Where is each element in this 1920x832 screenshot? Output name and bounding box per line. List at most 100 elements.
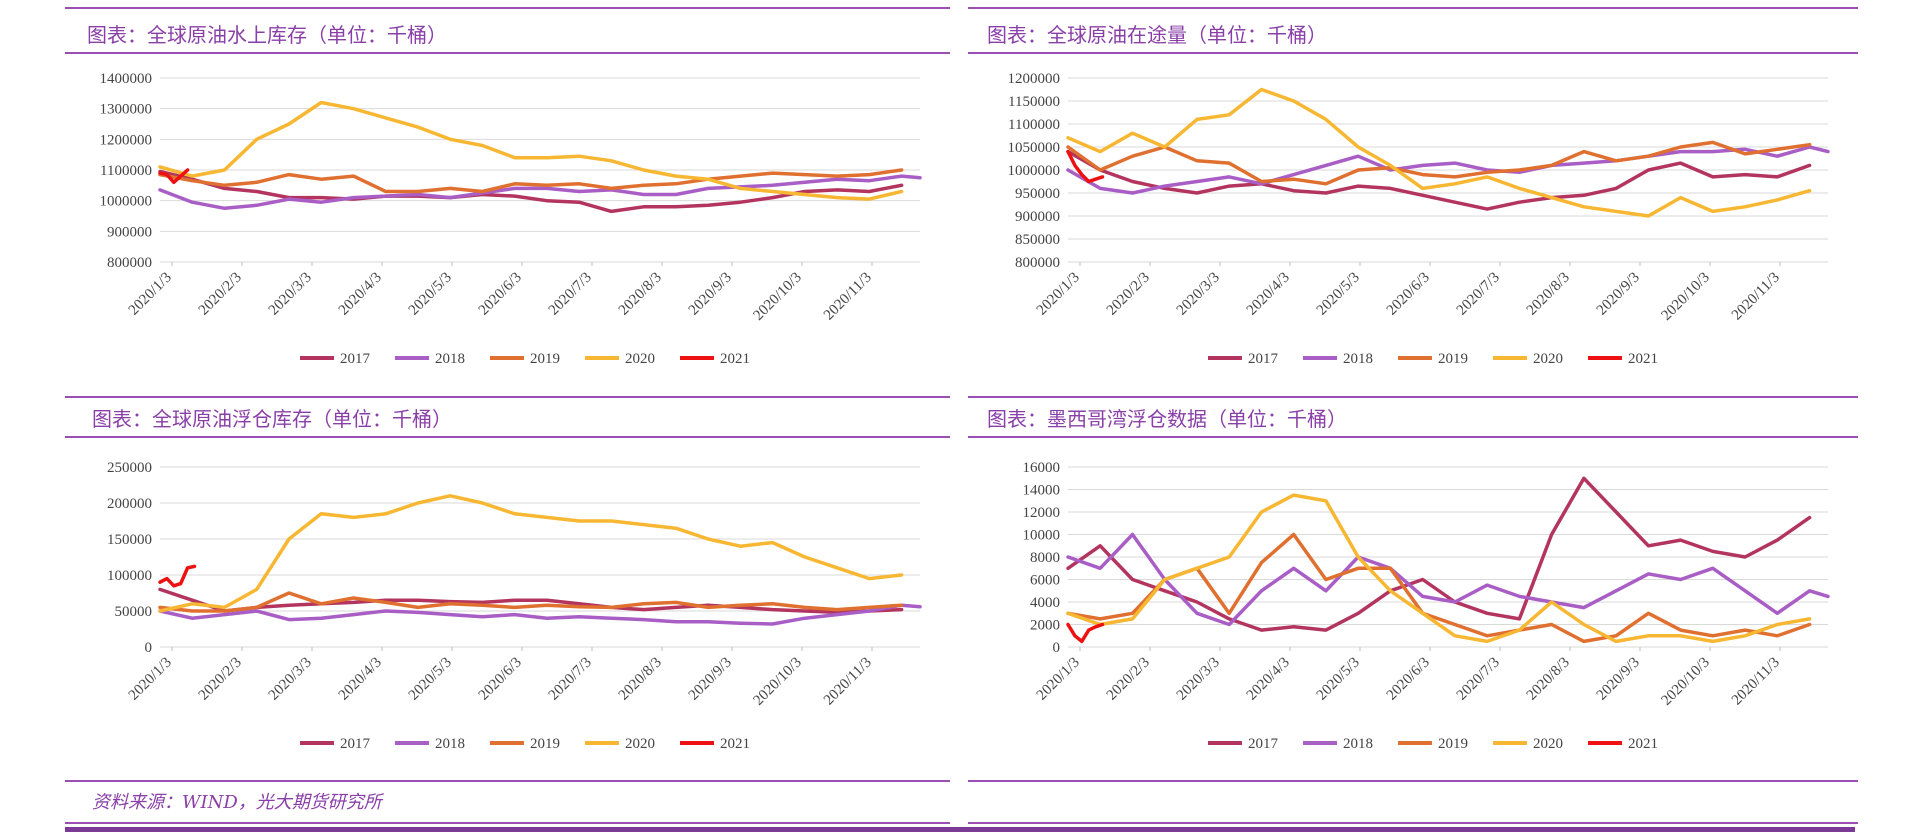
inventory-afloat-chart: 800000 900000 1000000 1100000 1200000 1300000… xyxy=(100,71,922,367)
source-right-rule xyxy=(968,780,1858,782)
x-tick-label: 2020/9/3 xyxy=(686,270,735,319)
series-line-2017 xyxy=(158,169,904,214)
chart-title: 图表：墨西哥湾浮仓数据（单位：千桶） xyxy=(987,407,1347,431)
x-tick-label: 2020/7/3 xyxy=(546,270,595,319)
x-tick-label: 2020/8/3 xyxy=(616,270,665,319)
panel-top-rule xyxy=(65,396,950,398)
legend-label-2021: 2021 xyxy=(1628,351,1658,367)
x-tick-label: 2020/2/3 xyxy=(196,655,245,704)
y-tick-label: 1150000 xyxy=(1008,94,1060,110)
y-tick-label: 2000 xyxy=(1030,618,1060,634)
y-tick-label: 1200000 xyxy=(1008,71,1061,87)
legend-label-2017: 2017 xyxy=(340,351,371,367)
series-line-2019 xyxy=(1066,140,1812,186)
x-tick-label: 2020/6/3 xyxy=(1384,270,1433,319)
y-tick-label: 1100000 xyxy=(100,163,152,179)
chart-title: 图表：全球原油水上库存（单位：千桶） xyxy=(87,23,447,47)
y-tick-label: 950000 xyxy=(1015,186,1060,202)
y-tick-label: 6000 xyxy=(1030,573,1060,589)
x-tick-label: 2020/1/3 xyxy=(126,655,175,704)
panel-top-rule xyxy=(968,7,1858,9)
footer-bar xyxy=(65,827,1855,832)
y-tick-label: 0 xyxy=(145,640,153,656)
chart-title: 图表：全球原油浮仓库存（单位：千桶） xyxy=(92,407,452,431)
x-tick-label: 2020/5/3 xyxy=(406,655,455,704)
series-line-2018 xyxy=(158,603,922,626)
legend-label-2019: 2019 xyxy=(530,736,560,752)
series-line-2018 xyxy=(1066,532,1830,627)
x-tick-label: 2020/3/3 xyxy=(266,655,315,704)
y-tick-label: 10000 xyxy=(1023,528,1061,544)
legend-label-2020: 2020 xyxy=(1533,351,1563,367)
y-tick-label: 1400000 xyxy=(100,71,153,87)
series-line-2018 xyxy=(158,174,922,211)
legend-label-2017: 2017 xyxy=(340,736,371,752)
x-tick-label: 2020/2/3 xyxy=(1104,655,1153,704)
y-tick-label: 1100000 xyxy=(1008,117,1060,133)
legend-label-2017: 2017 xyxy=(1248,351,1279,367)
panel-top-rule xyxy=(65,7,950,9)
x-tick-label: 2020/4/3 xyxy=(1244,270,1293,319)
legend-label-2020: 2020 xyxy=(1533,736,1563,752)
y-tick-label: 1300000 xyxy=(100,102,153,118)
gulf-of-mexico-floating-chart: 0 2000 4000 6000 8000 10000 12000 14000 16000 202… xyxy=(1023,460,1830,752)
legend-label-2019: 2019 xyxy=(530,351,560,367)
y-tick-label: 4000 xyxy=(1030,595,1060,611)
legend-label-2018: 2018 xyxy=(1343,736,1373,752)
floating-storage-chart: 0 50000 100000 150000 200000 250000 2020/1/3 20… xyxy=(107,460,922,752)
legend-label-2019: 2019 xyxy=(1438,736,1468,752)
y-tick-label: 8000 xyxy=(1030,550,1060,566)
panel-top-rule xyxy=(968,396,1858,398)
y-tick-label: 0 xyxy=(1053,640,1061,656)
series-line-2017 xyxy=(1066,149,1812,211)
legend-label-2017: 2017 xyxy=(1248,736,1279,752)
in-transit-chart: 800000 850000 900000 950000 1000000 1050000 11… xyxy=(1008,71,1830,367)
x-tick-label: 2020/11/3 xyxy=(821,655,875,709)
x-tick-label: 2020/4/3 xyxy=(1244,655,1293,704)
x-tick-label: 2020/3/3 xyxy=(1174,655,1223,704)
x-tick-label: 2020/3/3 xyxy=(266,270,315,319)
x-tick-label: 2020/10/3 xyxy=(1658,270,1712,324)
source-bottom-rule xyxy=(65,822,950,824)
chart-title: 图表：全球原油在途量（单位：千桶） xyxy=(987,23,1327,47)
series-line-2017 xyxy=(158,587,904,615)
x-tick-label: 2020/7/3 xyxy=(1454,655,1503,704)
legend-label-2018: 2018 xyxy=(435,736,465,752)
x-tick-label: 2020/11/3 xyxy=(1729,655,1783,709)
x-tick-label: 2020/4/3 xyxy=(336,270,385,319)
series-line-2020 xyxy=(158,100,904,201)
series-line-2018 xyxy=(1066,145,1830,195)
x-tick-label: 2020/5/3 xyxy=(1314,270,1363,319)
x-tick-label: 2020/9/3 xyxy=(1594,270,1643,319)
legend-label-2021: 2021 xyxy=(720,736,750,752)
panel-title-rule xyxy=(968,436,1858,438)
x-tick-label: 2020/4/3 xyxy=(336,655,385,704)
legend-label-2021: 2021 xyxy=(1628,736,1658,752)
legend-label-2020: 2020 xyxy=(625,736,655,752)
x-tick-label: 2020/6/3 xyxy=(476,270,525,319)
x-tick-label: 2020/11/3 xyxy=(1729,270,1783,324)
x-tick-label: 2020/1/3 xyxy=(1034,655,1083,704)
x-tick-label: 2020/2/3 xyxy=(196,270,245,319)
y-tick-label: 1000000 xyxy=(100,194,153,210)
series-line-2019 xyxy=(158,591,904,613)
y-tick-label: 1200000 xyxy=(100,132,153,148)
y-tick-label: 850000 xyxy=(1015,232,1060,248)
series-line-2020 xyxy=(1066,87,1812,218)
series-line-2021 xyxy=(1066,149,1105,184)
x-tick-label: 2020/5/3 xyxy=(406,270,455,319)
x-tick-label: 2020/5/3 xyxy=(1314,655,1363,704)
x-tick-label: 2020/11/3 xyxy=(821,270,875,324)
x-tick-label: 2020/9/3 xyxy=(1594,655,1643,704)
x-tick-label: 2020/3/3 xyxy=(1174,270,1223,319)
panel-title-rule xyxy=(968,52,1858,54)
series-line-2021 xyxy=(158,168,190,185)
y-tick-label: 800000 xyxy=(107,255,152,271)
x-tick-label: 2020/1/3 xyxy=(126,270,175,319)
legend-label-2018: 2018 xyxy=(435,351,465,367)
y-tick-label: 16000 xyxy=(1023,460,1061,476)
legend-label-2021: 2021 xyxy=(720,351,750,367)
y-tick-label: 14000 xyxy=(1023,483,1061,499)
series-line-2020 xyxy=(1066,493,1812,644)
x-tick-label: 2020/1/3 xyxy=(1034,270,1083,319)
